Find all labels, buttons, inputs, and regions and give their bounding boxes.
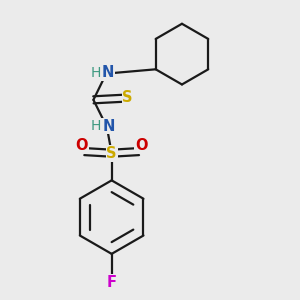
Text: O: O <box>76 138 88 153</box>
Text: O: O <box>135 138 148 153</box>
Text: F: F <box>106 275 117 290</box>
Text: S: S <box>122 90 133 105</box>
Text: H: H <box>90 66 100 80</box>
Text: N: N <box>102 65 114 80</box>
Text: S: S <box>106 146 117 161</box>
Text: N: N <box>102 118 115 134</box>
Text: H: H <box>91 119 101 133</box>
